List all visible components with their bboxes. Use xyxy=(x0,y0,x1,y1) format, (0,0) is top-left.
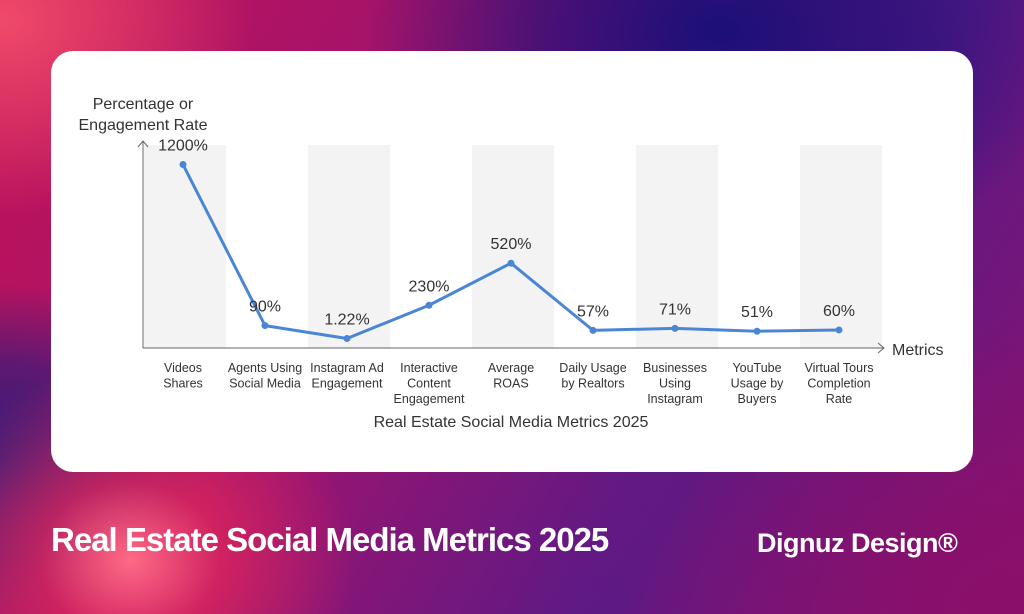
x-tick-label-1-line-1: Social Media xyxy=(229,377,301,391)
x-tick-label-6-line-1: Using xyxy=(659,377,691,391)
data-label-0: 1200% xyxy=(158,138,208,155)
x-tick-label-5-line-0: Daily Usage xyxy=(559,361,626,375)
data-point-3 xyxy=(425,301,433,309)
line-chart: Videos Shares Agents Using Social Media Inst… xyxy=(79,96,944,431)
data-label-8: 60% xyxy=(823,303,855,320)
x-tick-label-7-line-2: Buyers xyxy=(738,392,777,406)
data-point-1 xyxy=(261,322,269,330)
category-band-8 xyxy=(800,145,882,348)
x-tick-label-1: Agents Using Social Media xyxy=(228,361,302,391)
data-label-7: 51% xyxy=(741,304,773,321)
y-axis-arrow xyxy=(137,140,149,148)
data-label-1: 90% xyxy=(249,299,281,316)
chart-title: Real Estate Social Media Metrics 2025 xyxy=(374,414,649,431)
data-series xyxy=(179,161,843,342)
x-tick-label-8: Virtual Tours Completion Rate xyxy=(804,361,873,406)
data-point-0 xyxy=(179,161,187,169)
data-point-4 xyxy=(507,259,515,267)
category-bands xyxy=(144,145,882,348)
y-axis-label-line-1: Percentage or xyxy=(93,96,194,113)
data-point-8 xyxy=(835,326,843,334)
category-band-2 xyxy=(308,145,390,348)
data-point-7 xyxy=(753,327,761,335)
x-tick-label-6-line-2: Instagram xyxy=(647,392,703,406)
x-tick-labels: Videos Shares Agents Using Social Media Inst… xyxy=(163,361,873,406)
x-tick-label-2: Instagram Ad Engagement xyxy=(310,361,384,391)
data-label-5: 57% xyxy=(577,303,609,320)
x-tick-label-2-line-0: Instagram Ad xyxy=(310,361,384,375)
data-point-2 xyxy=(343,334,351,342)
data-label-3: 230% xyxy=(409,278,450,295)
x-tick-label-7-line-0: YouTube xyxy=(732,361,781,375)
x-tick-label-6-line-0: Businesses xyxy=(643,361,707,375)
category-band-6 xyxy=(636,145,718,348)
x-tick-label-6: Businesses Using Instagram xyxy=(643,361,707,406)
x-tick-label-8-line-1: Completion xyxy=(807,377,870,391)
chart-card: Videos Shares Agents Using Social Media Inst… xyxy=(51,51,973,472)
y-axis-label-line-2: Engagement Rate xyxy=(79,117,208,134)
x-tick-label-3-line-0: Interactive xyxy=(400,361,458,375)
data-point-6 xyxy=(671,324,679,332)
x-tick-label-1-line-0: Agents Using xyxy=(228,361,302,375)
x-tick-label-0: Videos Shares xyxy=(163,361,203,391)
data-label-4: 520% xyxy=(491,236,532,253)
x-tick-label-5-line-1: by Realtors xyxy=(561,377,624,391)
x-tick-label-0-line-1: Shares xyxy=(163,377,203,391)
footer-title: Real Estate Social Media Metrics 2025 xyxy=(51,521,609,558)
data-labels: 1200% 90% 1.22% 230% 520% 57% 71% 51% 60% xyxy=(158,138,855,329)
x-tick-label-8-line-2: Rate xyxy=(826,392,852,406)
axes xyxy=(137,140,885,354)
x-tick-label-3-line-2: Engagement xyxy=(394,392,465,406)
x-tick-label-4-line-1: ROAS xyxy=(493,377,528,391)
category-band-4 xyxy=(472,145,554,348)
x-tick-label-7-line-1: Usage by xyxy=(731,377,785,391)
x-tick-label-0-line-0: Videos xyxy=(164,361,202,375)
brand-logo-text: Dignuz Design® xyxy=(757,528,958,558)
data-label-2: 1.22% xyxy=(324,311,369,328)
x-tick-label-5: Daily Usage by Realtors xyxy=(559,361,626,391)
x-tick-label-7: YouTube Usage by Buyers xyxy=(731,361,785,406)
x-tick-label-3-line-1: Content xyxy=(407,377,451,391)
data-point-5 xyxy=(589,326,597,334)
x-tick-label-3: Interactive Content Engagement xyxy=(394,361,465,406)
x-tick-label-4: Average ROAS xyxy=(488,361,534,391)
x-axis-label: Metrics xyxy=(892,342,944,359)
x-tick-label-2-line-1: Engagement xyxy=(312,377,383,391)
x-axis-arrow xyxy=(877,342,885,354)
x-tick-label-4-line-0: Average xyxy=(488,361,534,375)
data-label-6: 71% xyxy=(659,301,691,318)
category-band-0 xyxy=(144,145,226,348)
x-tick-label-8-line-0: Virtual Tours xyxy=(804,361,873,375)
